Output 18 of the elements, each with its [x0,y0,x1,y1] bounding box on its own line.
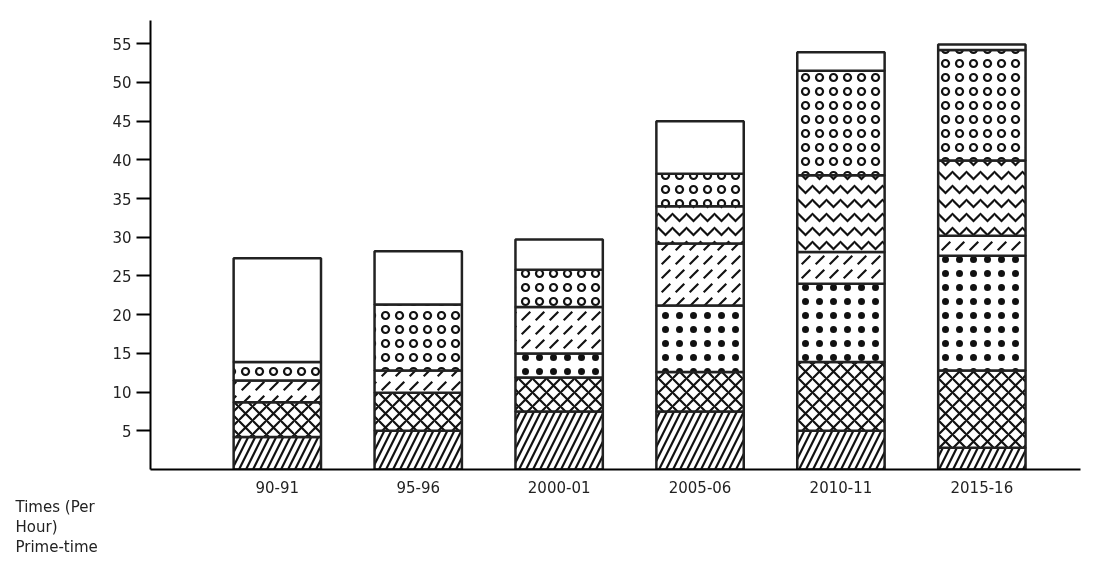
y-tick-label: 15 [112,345,132,364]
x-tick-label: 90-91 [255,478,300,497]
y-tick-label: 10 [112,384,132,403]
x-tick-label: 2000-01 [527,478,591,497]
x-tick-label: 2005-06 [668,478,732,497]
y-tick-label: 20 [112,306,132,325]
y-tick-label: 45 [112,113,132,132]
y-tick-label: 55 [112,35,132,54]
x-tick-label: 2015-16 [950,478,1014,497]
y-axis-title: Times (Per Hour) Prime-time [14,497,98,556]
x-tick-label: 2010-11 [809,478,873,497]
y-tick-label: 30 [112,229,132,248]
y-tick-label: 40 [112,151,132,170]
x-tick-label: 95-96 [396,478,441,497]
y-tick-label: 50 [112,74,132,93]
y-tick-label: 35 [112,190,132,209]
y-tick-label: 25 [112,267,132,286]
y-tick-label: 5 [121,422,132,441]
